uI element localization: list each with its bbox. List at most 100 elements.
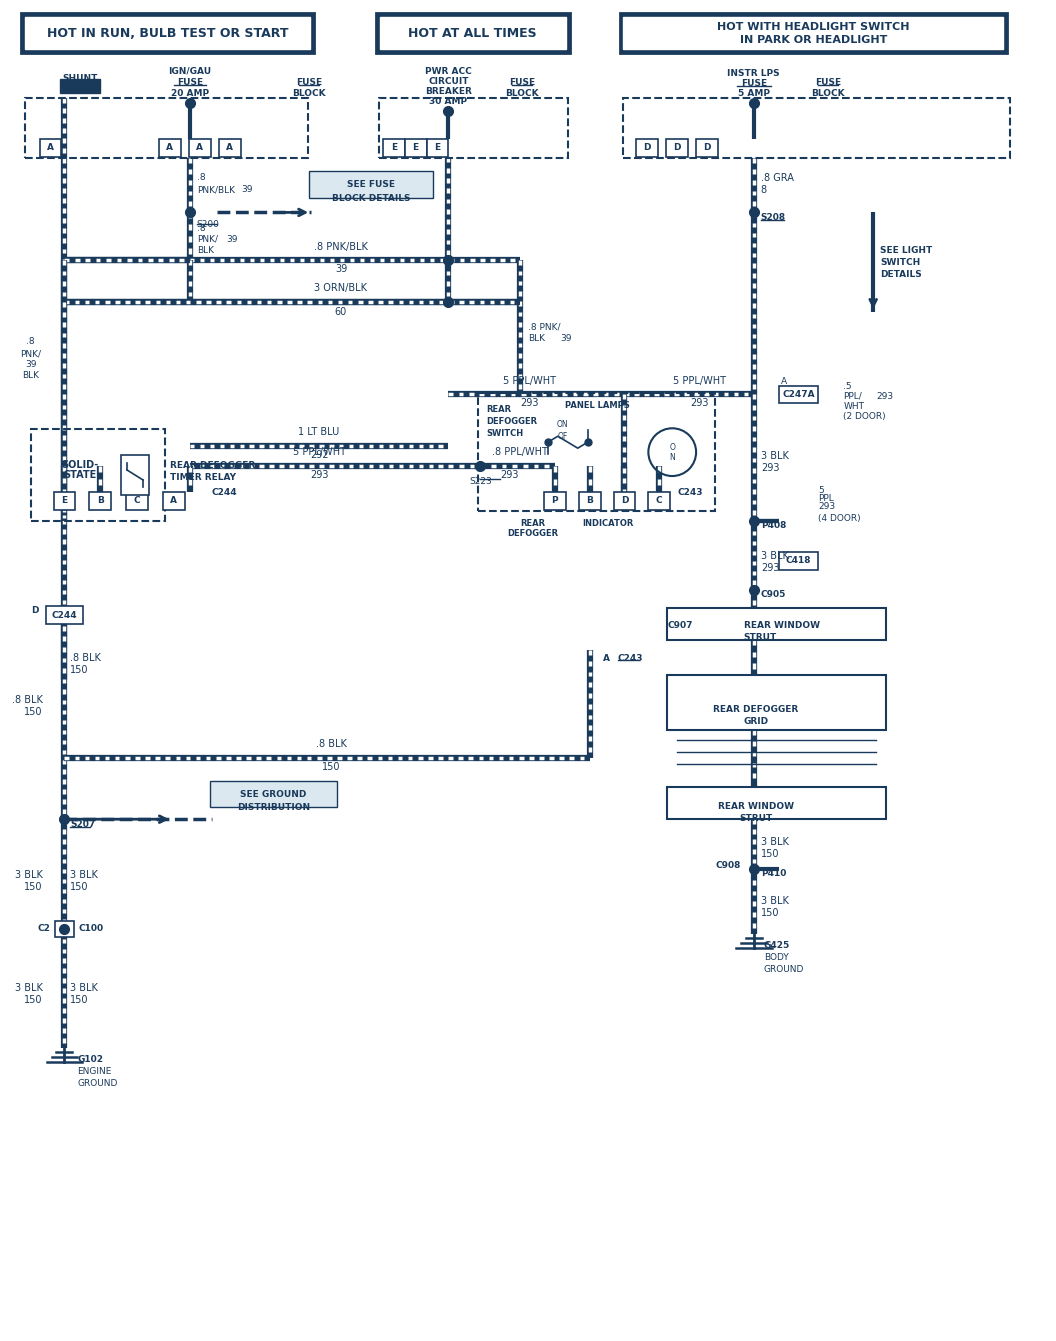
Bar: [54, 492, 75, 510]
Text: A: A: [167, 143, 173, 153]
Text: DETAILS: DETAILS: [880, 270, 922, 279]
Text: 39: 39: [25, 361, 36, 369]
Text: 3 BLK: 3 BLK: [15, 983, 42, 994]
Text: 3 BLK: 3 BLK: [760, 896, 789, 905]
Text: 150: 150: [71, 995, 89, 1006]
Text: 293: 293: [818, 503, 835, 511]
Bar: [666, 139, 689, 157]
Text: BLK: BLK: [196, 245, 213, 255]
Text: BLK: BLK: [22, 371, 39, 380]
Bar: [90, 492, 111, 510]
Text: 150: 150: [322, 762, 340, 771]
Text: A: A: [196, 143, 203, 153]
Text: REAR DEFOGGER: REAR DEFOGGER: [713, 705, 798, 715]
Text: .8: .8: [196, 173, 205, 182]
Text: 293: 293: [876, 392, 893, 401]
Bar: [60, 79, 100, 93]
Text: GRID: GRID: [743, 717, 769, 727]
Bar: [623, 17, 1003, 50]
Text: C247A: C247A: [782, 390, 815, 400]
Text: 150: 150: [760, 849, 779, 860]
Text: C: C: [134, 496, 140, 506]
Text: 39: 39: [242, 185, 253, 194]
Text: G425: G425: [763, 941, 790, 949]
Text: N: N: [670, 453, 675, 461]
Text: 3 BLK: 3 BLK: [760, 451, 789, 461]
Text: C100: C100: [78, 924, 103, 933]
Text: .8 GRA: .8 GRA: [760, 173, 794, 182]
Bar: [55, 921, 74, 936]
Bar: [579, 492, 601, 510]
Text: S207: S207: [71, 819, 96, 829]
Text: S200: S200: [196, 220, 220, 229]
Text: 20 AMP: 20 AMP: [171, 89, 209, 98]
Text: B: B: [97, 496, 103, 506]
Text: ON: ON: [557, 420, 568, 429]
Bar: [379, 98, 568, 158]
Text: 293: 293: [521, 398, 540, 409]
Bar: [380, 17, 566, 50]
Text: SOLID-: SOLID-: [61, 460, 99, 471]
Bar: [376, 13, 570, 54]
Text: 150: 150: [71, 665, 89, 675]
Text: 150: 150: [760, 908, 779, 917]
Text: S208: S208: [760, 213, 786, 221]
Bar: [667, 675, 886, 730]
Text: PNK/: PNK/: [20, 349, 41, 358]
Text: BLK: BLK: [528, 334, 545, 343]
Text: (4 DOOR): (4 DOOR): [818, 515, 861, 523]
Bar: [696, 139, 718, 157]
Text: 5: 5: [818, 487, 825, 495]
Text: HOT AT ALL TIMES: HOT AT ALL TIMES: [409, 27, 538, 40]
Bar: [382, 139, 404, 157]
Text: SWITCH: SWITCH: [880, 257, 921, 267]
Text: E: E: [434, 143, 440, 153]
Text: 39: 39: [227, 235, 238, 244]
Text: SEE LIGHT: SEE LIGHT: [880, 245, 932, 255]
Text: 60: 60: [335, 307, 347, 316]
Text: HOT IN RUN, BULB TEST OR START: HOT IN RUN, BULB TEST OR START: [46, 27, 288, 40]
Text: WHT: WHT: [844, 402, 864, 410]
Text: TIMER RELAY: TIMER RELAY: [170, 472, 235, 481]
Text: A: A: [780, 377, 787, 386]
Bar: [622, 98, 1011, 158]
Bar: [39, 139, 61, 157]
Text: 293: 293: [760, 463, 779, 473]
Text: .8 BLK: .8 BLK: [316, 739, 346, 748]
Text: C244: C244: [211, 488, 238, 498]
Text: P410: P410: [760, 869, 786, 878]
Bar: [21, 13, 314, 54]
Bar: [620, 13, 1007, 54]
Text: FUSE: FUSE: [815, 78, 842, 87]
Text: 150: 150: [71, 882, 89, 892]
Bar: [189, 139, 211, 157]
Text: HOT WITH HEADLIGHT SWITCH
IN PARK OR HEADLIGHT: HOT WITH HEADLIGHT SWITCH IN PARK OR HEA…: [717, 23, 909, 44]
Text: 3 BLK: 3 BLK: [71, 983, 98, 994]
Bar: [24, 98, 308, 158]
Text: PPL: PPL: [818, 495, 834, 503]
Text: SEE GROUND: SEE GROUND: [240, 790, 306, 799]
Text: 3 BLK: 3 BLK: [760, 551, 789, 561]
Text: GROUND: GROUND: [763, 966, 804, 974]
Text: REAR: REAR: [486, 405, 511, 414]
Text: C243: C243: [618, 653, 643, 662]
Bar: [31, 429, 165, 520]
Text: INDICATOR: INDICATOR: [582, 519, 634, 528]
Text: A: A: [48, 143, 54, 153]
Text: OF: OF: [558, 432, 568, 441]
Bar: [427, 139, 449, 157]
Text: C243: C243: [677, 488, 702, 498]
Text: D: D: [621, 496, 628, 506]
Text: REAR WINDOW: REAR WINDOW: [718, 802, 794, 811]
Text: B: B: [586, 496, 593, 506]
Text: DISTRIBUTION: DISTRIBUTION: [237, 803, 309, 811]
Text: D: D: [31, 606, 38, 614]
Text: E: E: [413, 143, 418, 153]
Text: PWR ACC: PWR ACC: [426, 67, 472, 75]
Text: C2: C2: [38, 924, 51, 933]
Text: SHUNT: SHUNT: [62, 74, 98, 83]
Bar: [210, 782, 337, 807]
Text: .8 PNK/BLK: .8 PNK/BLK: [314, 243, 367, 252]
Bar: [45, 606, 83, 625]
Text: 5 PPL/WHT: 5 PPL/WHT: [504, 375, 557, 385]
